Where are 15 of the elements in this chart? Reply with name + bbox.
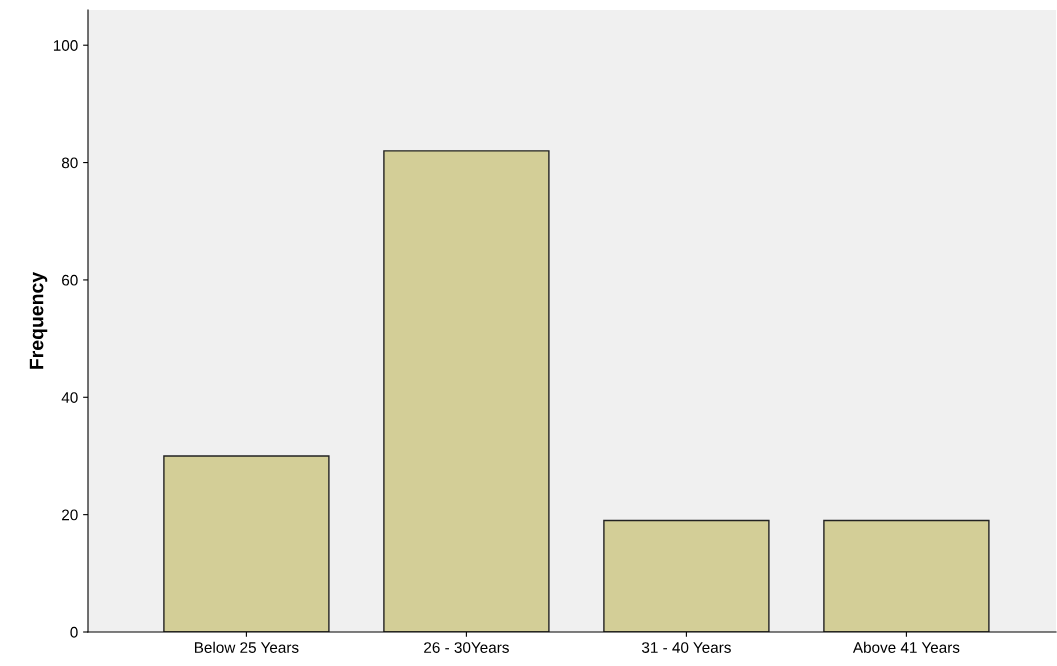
bar <box>163 455 330 632</box>
y-tick-label: 100 <box>53 40 78 51</box>
y-tick-label: 60 <box>62 274 78 286</box>
bar <box>823 519 990 632</box>
y-tick-label: 20 <box>62 509 78 521</box>
y-axis-title: Frequency <box>29 271 48 369</box>
x-tick-label: Below 25 Years <box>194 641 299 653</box>
bar <box>383 150 550 632</box>
y-tick-label: 0 <box>70 626 78 638</box>
x-tick-label: Above 41 Years <box>852 641 960 653</box>
bar <box>603 519 770 632</box>
y-tick-label: 40 <box>61 392 78 403</box>
x-tick-label: 26 - 30Years <box>424 642 509 653</box>
x-tick-label: 31 - 40 Years <box>641 642 731 653</box>
y-tick-label: 80 <box>61 157 78 169</box>
